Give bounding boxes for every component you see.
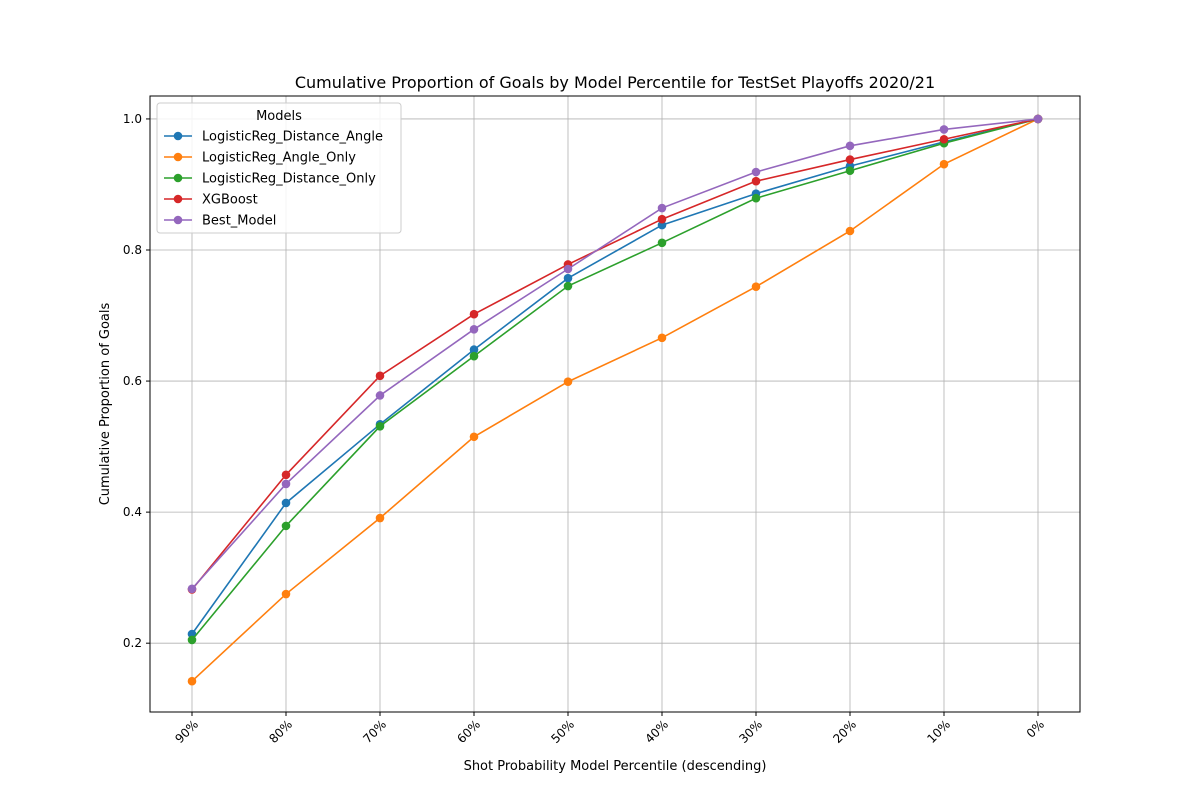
x-tick-label: 40% [642,717,671,746]
data-point [845,141,855,151]
x-tick-label: 70% [360,717,389,746]
data-point [845,166,855,176]
x-tick-label: 10% [924,717,953,746]
data-point [845,226,855,236]
x-tick-label: 80% [266,717,295,746]
x-tick-label: 90% [172,717,201,746]
data-point [469,309,479,319]
legend-label: LogisticReg_Distance_Angle [202,130,383,145]
y-tick-label: 0.2 [123,636,142,650]
data-point [657,203,667,213]
data-point [375,371,385,381]
data-point [939,125,949,134]
data-point [281,521,291,531]
data-point [563,264,573,274]
legend-marker [173,152,183,162]
legend-entry: LogisticReg_Angle_Only [164,151,356,166]
data-point [657,214,667,224]
legend-entry: XGBoost [164,193,258,208]
data-point [281,479,291,489]
data-point [563,281,573,291]
legend-entry: LogisticReg_Distance_Angle [164,130,383,145]
legend-marker [173,215,183,225]
legend-marker [173,194,183,204]
data-point [751,176,761,186]
data-point [375,391,385,400]
legend-label: LogisticReg_Angle_Only [202,151,356,166]
y-tick-label: 1.0 [123,112,142,126]
data-point [751,167,761,177]
series-logisticreg-distance-only [187,114,1043,645]
data-point [657,238,667,248]
x-tick-label: 0% [1024,717,1047,740]
legend-marker [173,173,183,183]
x-tick-label: 30% [736,717,765,746]
data-point [939,134,949,144]
data-point [187,584,197,594]
x-tick-label: 60% [454,717,483,746]
data-point [469,345,479,354]
legend-entry: LogisticReg_Distance_Only [164,172,376,187]
series-line [191,118,1039,590]
series-line [191,118,1039,590]
data-point [563,273,573,283]
legend-entry: Best_Model [164,214,276,229]
grid-layer [150,96,1080,712]
data-point [469,351,479,361]
data-point [751,282,761,291]
data-point [281,589,291,599]
series-layer [187,114,1043,686]
y-axis-label: Cumulative Proportion of Goals [98,302,113,505]
data-point [939,159,949,169]
data-point [187,676,197,686]
x-tick-label: 20% [830,717,859,746]
y-tick-label: 0.4 [123,505,142,519]
x-axis-label: Shot Probability Model Percentile (desce… [464,759,767,774]
data-point [845,155,855,164]
chart-title: Cumulative Proportion of Goals by Model … [295,73,935,92]
legend-marker [173,131,183,141]
data-point [751,193,761,203]
data-point [375,421,385,431]
legend-title: Models [256,109,302,124]
data-point [657,333,667,343]
data-point [187,635,197,645]
data-point [375,513,385,523]
legend-label: XGBoost [202,193,258,208]
series-line [191,118,1039,641]
plot-area [149,95,1081,713]
data-point [281,498,291,508]
data-point [469,324,479,334]
legend-label: Best_Model [202,214,276,229]
series-best-model [187,114,1043,594]
data-point [1033,114,1043,124]
series-line [191,118,1039,635]
y-tick-label: 0.6 [123,374,142,388]
data-point [469,432,479,442]
data-point [563,377,573,387]
legend-box [156,102,402,234]
legend-label: LogisticReg_Distance_Only [202,172,376,187]
x-tick-label: 50% [548,717,577,746]
data-point [657,220,667,230]
legend-entries: LogisticReg_Distance_Angle LogisticReg_An… [164,130,383,229]
legend: Models LogisticReg_Distance_AngleLogisti… [156,102,402,234]
series-line [191,118,1039,682]
y-tick-label: 0.8 [123,243,142,257]
data-point [281,470,291,480]
